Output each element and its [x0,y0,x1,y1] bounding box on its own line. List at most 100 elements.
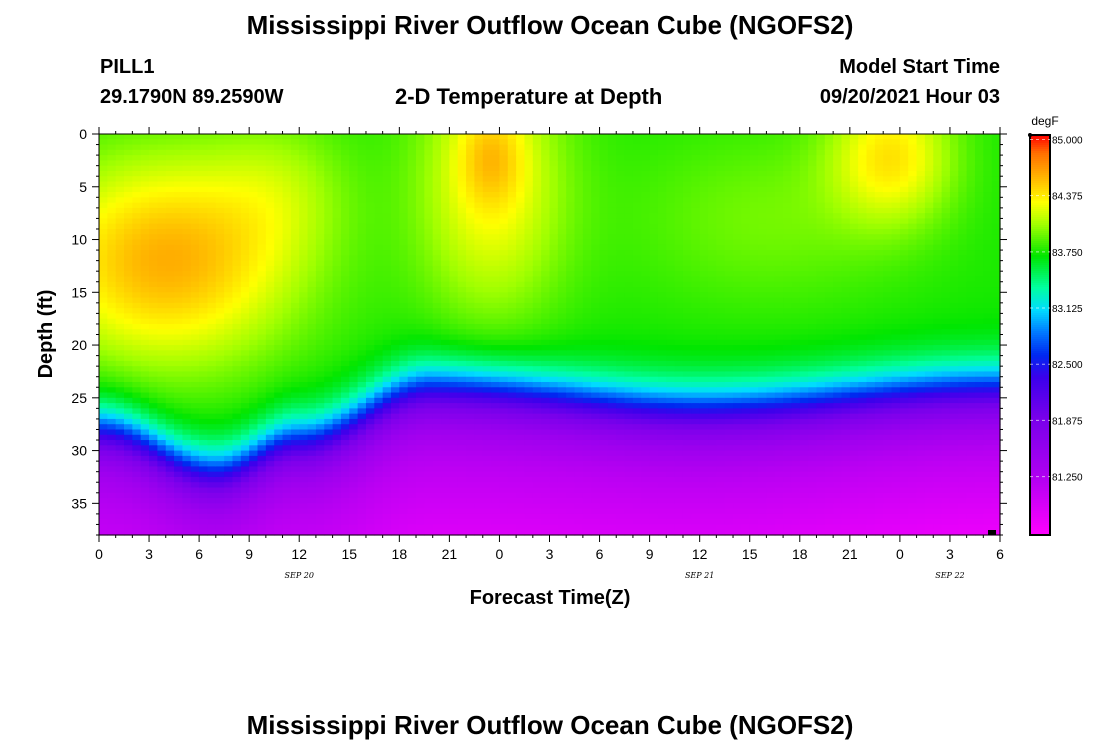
heatmap-cell [557,176,567,183]
heatmap-cell [591,360,601,367]
heatmap-cell [349,271,359,278]
heatmap-cell [340,302,350,309]
heatmap-cell [199,260,209,267]
heatmap-cell [349,170,359,177]
heatmap-cell [115,350,125,357]
heatmap-cell [140,471,150,478]
heatmap-cell [474,403,484,409]
heatmap-cell [516,170,526,177]
heatmap-cell [524,466,534,473]
heatmap-cell [407,450,417,457]
heatmap-cell [340,207,350,214]
heatmap-cell [482,260,492,267]
heatmap-cell [574,376,584,383]
heatmap-cell [549,519,559,526]
heatmap-cell [157,461,167,468]
heatmap-cell [115,519,125,526]
heatmap-cell [574,186,584,193]
heatmap-cell [165,281,175,288]
heatmap-cell [207,445,217,452]
heatmap-cell [174,334,184,341]
heatmap-cell [299,455,309,462]
heatmap-cell [349,355,359,362]
heatmap-cell [299,323,309,330]
heatmap-cell [340,170,350,177]
heatmap-cell [115,323,125,330]
heatmap-cell [232,339,242,346]
heatmap-cell [582,334,592,341]
heatmap-cell [190,149,200,156]
heatmap-cell [482,487,492,494]
heatmap-cell [332,492,342,499]
heatmap-cell [240,318,250,325]
heatmap-cell [499,529,509,536]
heatmap-cell [491,155,501,161]
heatmap-cell [424,281,434,288]
heatmap-cell [207,144,217,151]
heatmap-cell [274,376,284,383]
heatmap-cell [574,234,584,241]
heatmap-cell [616,487,626,494]
heatmap-cell [457,155,467,161]
heatmap-cell [424,297,434,304]
heatmap-cell [407,197,417,204]
heatmap-cell [207,244,217,251]
heatmap-cell [607,292,617,299]
heatmap-cell [357,170,367,177]
heatmap-cell [240,513,250,520]
heatmap-cell [340,144,350,151]
heatmap-cell [315,186,325,193]
heatmap-cell [157,387,167,394]
heatmap-cell [307,318,317,325]
heatmap-cell [616,461,626,468]
heatmap-cell [407,461,417,468]
heatmap-cell [374,476,384,483]
heatmap-cell [324,471,334,478]
heatmap-cell [357,519,367,526]
heatmap-cell [282,323,292,330]
heatmap-cell [457,445,467,452]
heatmap-cell [524,218,534,225]
heatmap-cell [591,244,601,251]
heatmap-cell [616,440,626,446]
heatmap-cell [224,239,234,246]
heatmap-cell [207,297,217,304]
heatmap-cell [591,260,601,267]
heatmap-cell [641,360,651,367]
heatmap-cell [390,207,400,214]
heatmap-cell [424,255,434,262]
heatmap-cell [265,466,275,473]
heatmap-cell [641,281,651,288]
heatmap-cell [224,271,234,278]
heatmap-cell [624,339,634,346]
heatmap-cell [174,144,184,151]
heatmap-cell [482,339,492,346]
heatmap-cell [449,429,459,436]
heatmap-cell [257,440,267,446]
heatmap-cell [215,170,225,177]
heatmap-cell [499,413,509,420]
heatmap-cell [624,345,634,351]
heatmap-cell [140,297,150,304]
heatmap-cell [224,424,234,431]
heatmap-cell [249,350,259,357]
heatmap-cell [549,329,559,336]
heatmap-cell [399,524,409,531]
heatmap-cell [541,207,551,214]
heatmap-cell [282,482,292,489]
heatmap-cell [449,487,459,494]
heatmap-cell [449,234,459,241]
heatmap-cell [516,292,526,299]
heatmap-cell [416,213,425,220]
heatmap-cell [107,461,117,468]
heatmap-cell [349,482,359,489]
heatmap-cell [482,403,492,409]
heatmap-cell [424,334,434,341]
heatmap-cell [282,260,292,267]
heatmap-cell [157,144,167,151]
heatmap-cell [457,408,467,415]
heatmap-cell [107,318,117,325]
heatmap-cell [524,202,534,209]
heatmap-cell [99,234,108,241]
heatmap-cell [482,250,492,256]
